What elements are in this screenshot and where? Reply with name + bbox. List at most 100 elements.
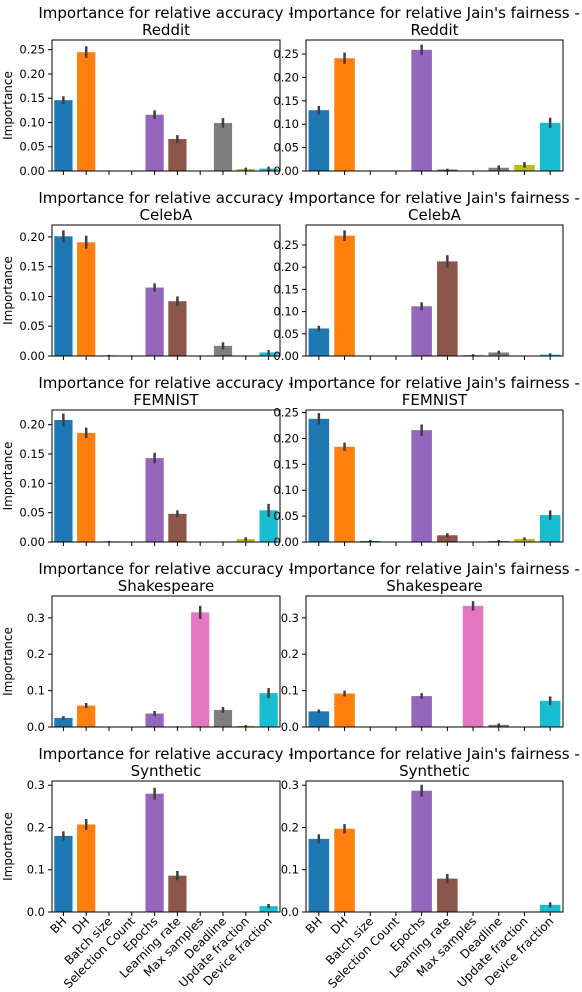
y-tick-label: 0.10 [273, 483, 299, 497]
y-tick-label: 0.0 [27, 905, 45, 919]
y-tick-label: 0.25 [273, 406, 299, 420]
y-tick-label: 0.20 [19, 418, 45, 432]
bar-dh [77, 52, 96, 171]
bar-epochs [145, 287, 164, 356]
bar-epochs [145, 713, 164, 727]
chart-title-line-1: Importance for relative accuracy - [38, 374, 293, 392]
bar-learning-rate [168, 301, 187, 356]
y-tick-label: 0.2 [281, 820, 299, 834]
y-tick-label: 0.00 [273, 164, 299, 178]
chart-panel-3: Importance for relative accuracy -CelebA… [1, 189, 294, 363]
bar-max-samples [462, 605, 484, 727]
y-tick-label: 0.3 [281, 611, 299, 625]
chart-panel-6: Importance for relative Jain's fairness … [273, 374, 579, 549]
chart-title-line-2: FEMNIST [402, 391, 468, 409]
bar-bh [54, 236, 73, 356]
y-tick-label: 0.00 [19, 164, 45, 178]
y-tick-label: 0.1 [281, 684, 299, 698]
chart-title-line-1: Importance for relative Jain's fairness … [289, 374, 580, 392]
bar-device-fraction [539, 700, 561, 727]
chart-title-line-2: Synthetic [131, 762, 202, 780]
bar-learning-rate [168, 138, 187, 171]
bar-bh [308, 418, 330, 542]
bar-dh [77, 705, 96, 727]
y-tick-label: 0.10 [19, 476, 45, 490]
bar-epochs [411, 430, 432, 542]
y-tick-label: 0.3 [27, 611, 45, 625]
bar-dh [77, 242, 96, 356]
bar-dh [334, 693, 355, 727]
bar-deadline [213, 122, 233, 171]
y-tick-label: 0.05 [273, 509, 299, 523]
chart-title-line-2: Shakespeare [118, 577, 214, 595]
bar-dh [334, 446, 355, 542]
chart-title-line-2: FEMNIST [133, 391, 199, 409]
bar-learning-rate [437, 535, 458, 542]
bar-epochs [411, 696, 432, 727]
bar-device-fraction [539, 515, 561, 542]
y-axis-label: Importance [1, 256, 15, 325]
chart-title-line-1: Importance for relative Jain's fairness … [289, 4, 580, 22]
y-tick-label: 0.0 [27, 720, 45, 734]
y-tick-label: 0.15 [273, 282, 299, 296]
chart-title-line-2: Synthetic [399, 762, 470, 780]
bar-device-fraction [259, 510, 278, 542]
chart-title-line-2: CelebA [140, 206, 194, 224]
y-tick-label: 0.0 [281, 720, 299, 734]
bar-update-fraction [514, 164, 535, 171]
y-tick-label: 0.25 [273, 238, 299, 252]
bar-learning-rate [168, 875, 187, 912]
y-tick-label: 0.15 [19, 447, 45, 461]
y-tick-label: 0.20 [273, 260, 299, 274]
y-tick-label: 0.00 [19, 535, 45, 549]
plot-frame [305, 39, 564, 172]
chart-panel-1: Importance for relative accuracy -Reddit… [1, 4, 294, 178]
y-tick-label: 0.05 [19, 140, 45, 154]
bar-dh [77, 824, 96, 912]
y-tick-label: 0.05 [19, 319, 45, 333]
bar-bh [308, 110, 330, 171]
bar-bh [308, 328, 330, 356]
chart-title-line-1: Importance for relative accuracy - [38, 189, 293, 207]
y-tick-label: 0.3 [281, 778, 299, 792]
chart-title-line-1: Importance for relative Jain's fairness … [289, 189, 580, 207]
bar-bh [54, 717, 73, 727]
bar-deadline [213, 345, 233, 356]
plot-frame [51, 409, 281, 543]
plot-frame [51, 780, 281, 913]
bar-epochs [145, 458, 164, 542]
bar-max-samples [191, 612, 210, 727]
bar-bh [54, 419, 73, 542]
bar-bh [54, 100, 73, 171]
bar-epochs [145, 114, 164, 171]
bar-bh [54, 835, 73, 912]
y-tick-label: 0.00 [19, 349, 45, 363]
bar-learning-rate [437, 878, 458, 912]
chart-panel-2: Importance for relative Jain's fairness … [273, 4, 579, 178]
chart-panel-9: Importance for relative accuracy -Synthe… [1, 745, 294, 991]
x-tick-label: BH [47, 914, 69, 936]
y-tick-label: 0.05 [273, 327, 299, 341]
bar-deadline [213, 709, 233, 727]
bar-epochs [411, 790, 432, 912]
y-tick-label: 0.2 [27, 820, 45, 834]
chart-title-line-2: Reddit [142, 21, 190, 39]
y-tick-label: 0.20 [19, 67, 45, 81]
chart-panel-5: Importance for relative accuracy -FEMNIS… [1, 374, 294, 549]
chart-title-line-1: Importance for relative accuracy - [38, 745, 293, 763]
chart-panel-7: Importance for relative accuracy -Shakes… [1, 560, 294, 734]
y-tick-label: 0.3 [27, 778, 45, 792]
y-tick-label: 0.10 [273, 305, 299, 319]
chart-title-line-2: CelebA [408, 206, 462, 224]
bar-learning-rate [168, 513, 187, 542]
y-tick-label: 0.15 [19, 91, 45, 105]
y-axis-label: Importance [1, 627, 15, 696]
chart-title-line-1: Importance for relative Jain's fairness … [289, 745, 580, 763]
chart-title-line-2: Reddit [410, 21, 458, 39]
y-tick-label: 0.20 [19, 230, 45, 244]
y-axis-label: Importance [1, 812, 15, 881]
plot-frame [51, 39, 281, 172]
bar-bh [308, 711, 330, 727]
x-tick-label: BH [303, 914, 325, 936]
